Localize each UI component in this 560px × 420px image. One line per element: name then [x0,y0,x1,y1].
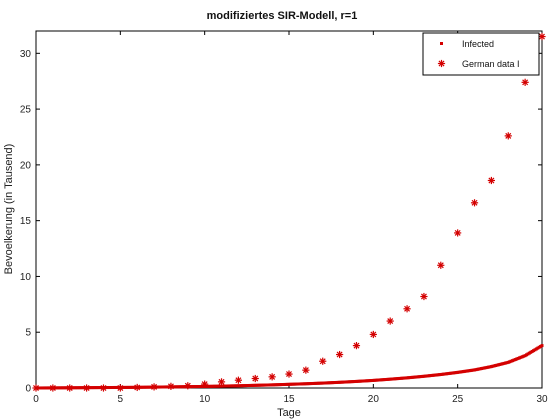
legend-box [422,32,540,76]
german-data-point [420,292,428,301]
german-data-point [66,384,74,392]
german-data-point [268,373,276,381]
german-data-point [133,383,141,392]
series-infected [34,344,544,390]
y-tick-label: 15 [20,216,32,227]
x-tick-label: 10 [199,394,211,405]
german-data-point [285,370,293,378]
german-data-point [336,350,344,359]
german-data-point [150,383,158,391]
german-data-point [470,199,479,207]
german-data-point [403,305,411,313]
x-tick-label: 30 [536,394,548,405]
plot-area [35,30,543,389]
legend-label-german-data: German data I [462,59,520,69]
german-data-point [521,78,529,86]
y-tick-label: 20 [20,160,32,171]
legend-marker-german-data [437,59,446,68]
series-german-data [32,32,546,392]
german-data-point [99,384,108,392]
legend-marker-infected [440,42,443,45]
german-data-point [487,176,495,185]
german-data-point [352,342,361,350]
x-tick-label: 0 [33,394,39,405]
german-data-point [167,382,175,390]
german-data-point [319,357,327,365]
legend: Infected German data I [422,32,540,76]
series-layer [32,32,546,392]
german-data-point [49,384,57,392]
german-data-point [234,376,242,384]
german-data-point [437,261,445,269]
german-data-point [201,380,209,388]
german-data-point [184,382,192,390]
x-tick-label: 5 [118,394,124,405]
y-tick-label: 0 [25,384,31,395]
infected-point [540,344,544,348]
legend-label-infected: Infected [462,39,494,49]
german-data-point [217,378,226,386]
german-data-point [302,366,310,374]
german-data-point [386,317,394,325]
y-tick-label: 10 [20,272,32,283]
german-data-point [32,384,40,392]
x-tick-label: 20 [368,394,380,405]
german-data-point [83,384,91,392]
y-tick-label: 25 [20,105,32,116]
x-tick-label: 15 [283,394,295,405]
y-axis-label: Bevoelkerung (in Tausend) [3,144,15,275]
german-data-point [504,132,512,140]
german-data-point [454,229,462,237]
german-data-point [369,330,377,339]
german-data-point [251,374,259,383]
x-axis-label: Tage [277,407,301,419]
german-data-point [116,384,124,392]
y-axis-ticks: 0 5 10 15 20 25 30 [20,49,542,395]
y-tick-label: 5 [25,328,31,339]
legend-asterisk [437,59,446,68]
chart-title: modifiziertes SIR-Modell, r=1 [207,10,358,22]
x-tick-label: 25 [452,394,464,405]
legend-dot [440,42,443,45]
german-data-point [538,32,546,41]
y-tick-label: 30 [20,49,32,60]
